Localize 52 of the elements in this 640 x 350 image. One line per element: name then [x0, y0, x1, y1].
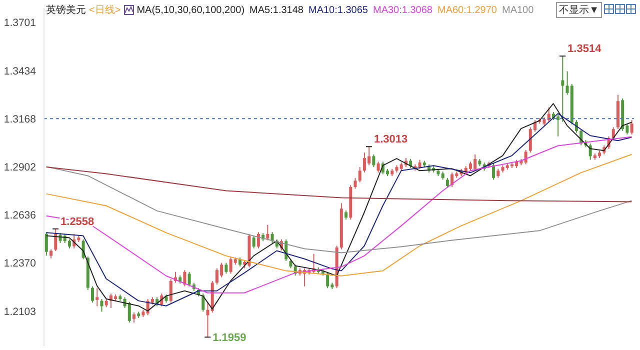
- text: MA5:1.3148: [250, 4, 304, 16]
- y-tick-label: 1.2902: [4, 161, 36, 174]
- annotation: MA(5,10,30,60,100,200): [136, 4, 245, 16]
- chart-subtitle: <日线>: [89, 4, 121, 17]
- candlestick: [492, 162, 496, 180]
- candlestick: [202, 293, 205, 312]
- y-tick-label: 1.2636: [4, 210, 36, 222]
- text: MA10:1.3065: [308, 4, 368, 16]
- candlestick: [372, 154, 376, 168]
- candlestick: [44, 232, 48, 256]
- y-tick-label: 1.3168: [4, 113, 36, 126]
- annotation: 1.1959: [212, 332, 246, 344]
- candlestick: [376, 161, 380, 173]
- candlestick: [132, 312, 136, 324]
- candlestick: [289, 258, 292, 269]
- candlestick: [224, 262, 228, 274]
- y-tick-label: 1.3434: [4, 65, 36, 78]
- y-tick-label: 1.3701: [4, 17, 36, 30]
- annotation: 1.3013: [374, 134, 408, 146]
- candlestick: [630, 120, 634, 136]
- candlestick: [358, 166, 362, 183]
- candlestick: [128, 301, 131, 324]
- line-series: [46, 154, 632, 276]
- candlestick: [252, 235, 256, 249]
- candlestick: [446, 177, 449, 188]
- line-series: [46, 136, 632, 294]
- candlestick: [354, 177, 357, 190]
- candlestick: [266, 224, 270, 241]
- candlestick: [418, 159, 422, 170]
- text: MA60:1.2970: [437, 4, 497, 16]
- candlestick: [68, 238, 71, 249]
- candlestick: [496, 168, 500, 178]
- candlestick: [524, 149, 528, 165]
- candlestick: [188, 271, 191, 287]
- candlestick: [100, 298, 104, 312]
- legend-label: MA100: [502, 4, 534, 16]
- line-series: [46, 166, 632, 202]
- candlestick: [344, 210, 348, 220]
- annotation: 不显示▼: [556, 2, 602, 18]
- chart-title: 英镑美元: [46, 4, 86, 17]
- line-series: [46, 166, 632, 254]
- candlestick: [326, 271, 330, 289]
- candlestick: [169, 278, 172, 304]
- candlestick: [91, 286, 94, 304]
- candlestick: [256, 232, 260, 249]
- candlestick: [183, 270, 186, 287]
- y-tick-label: 1.2103: [4, 306, 36, 318]
- candlestick: [50, 248, 53, 259]
- annotation: 1.3514: [568, 43, 602, 56]
- text: MA30:1.3068: [372, 4, 432, 16]
- candlestick: [96, 288, 99, 307]
- y-tick-label: 1.2370: [4, 258, 36, 270]
